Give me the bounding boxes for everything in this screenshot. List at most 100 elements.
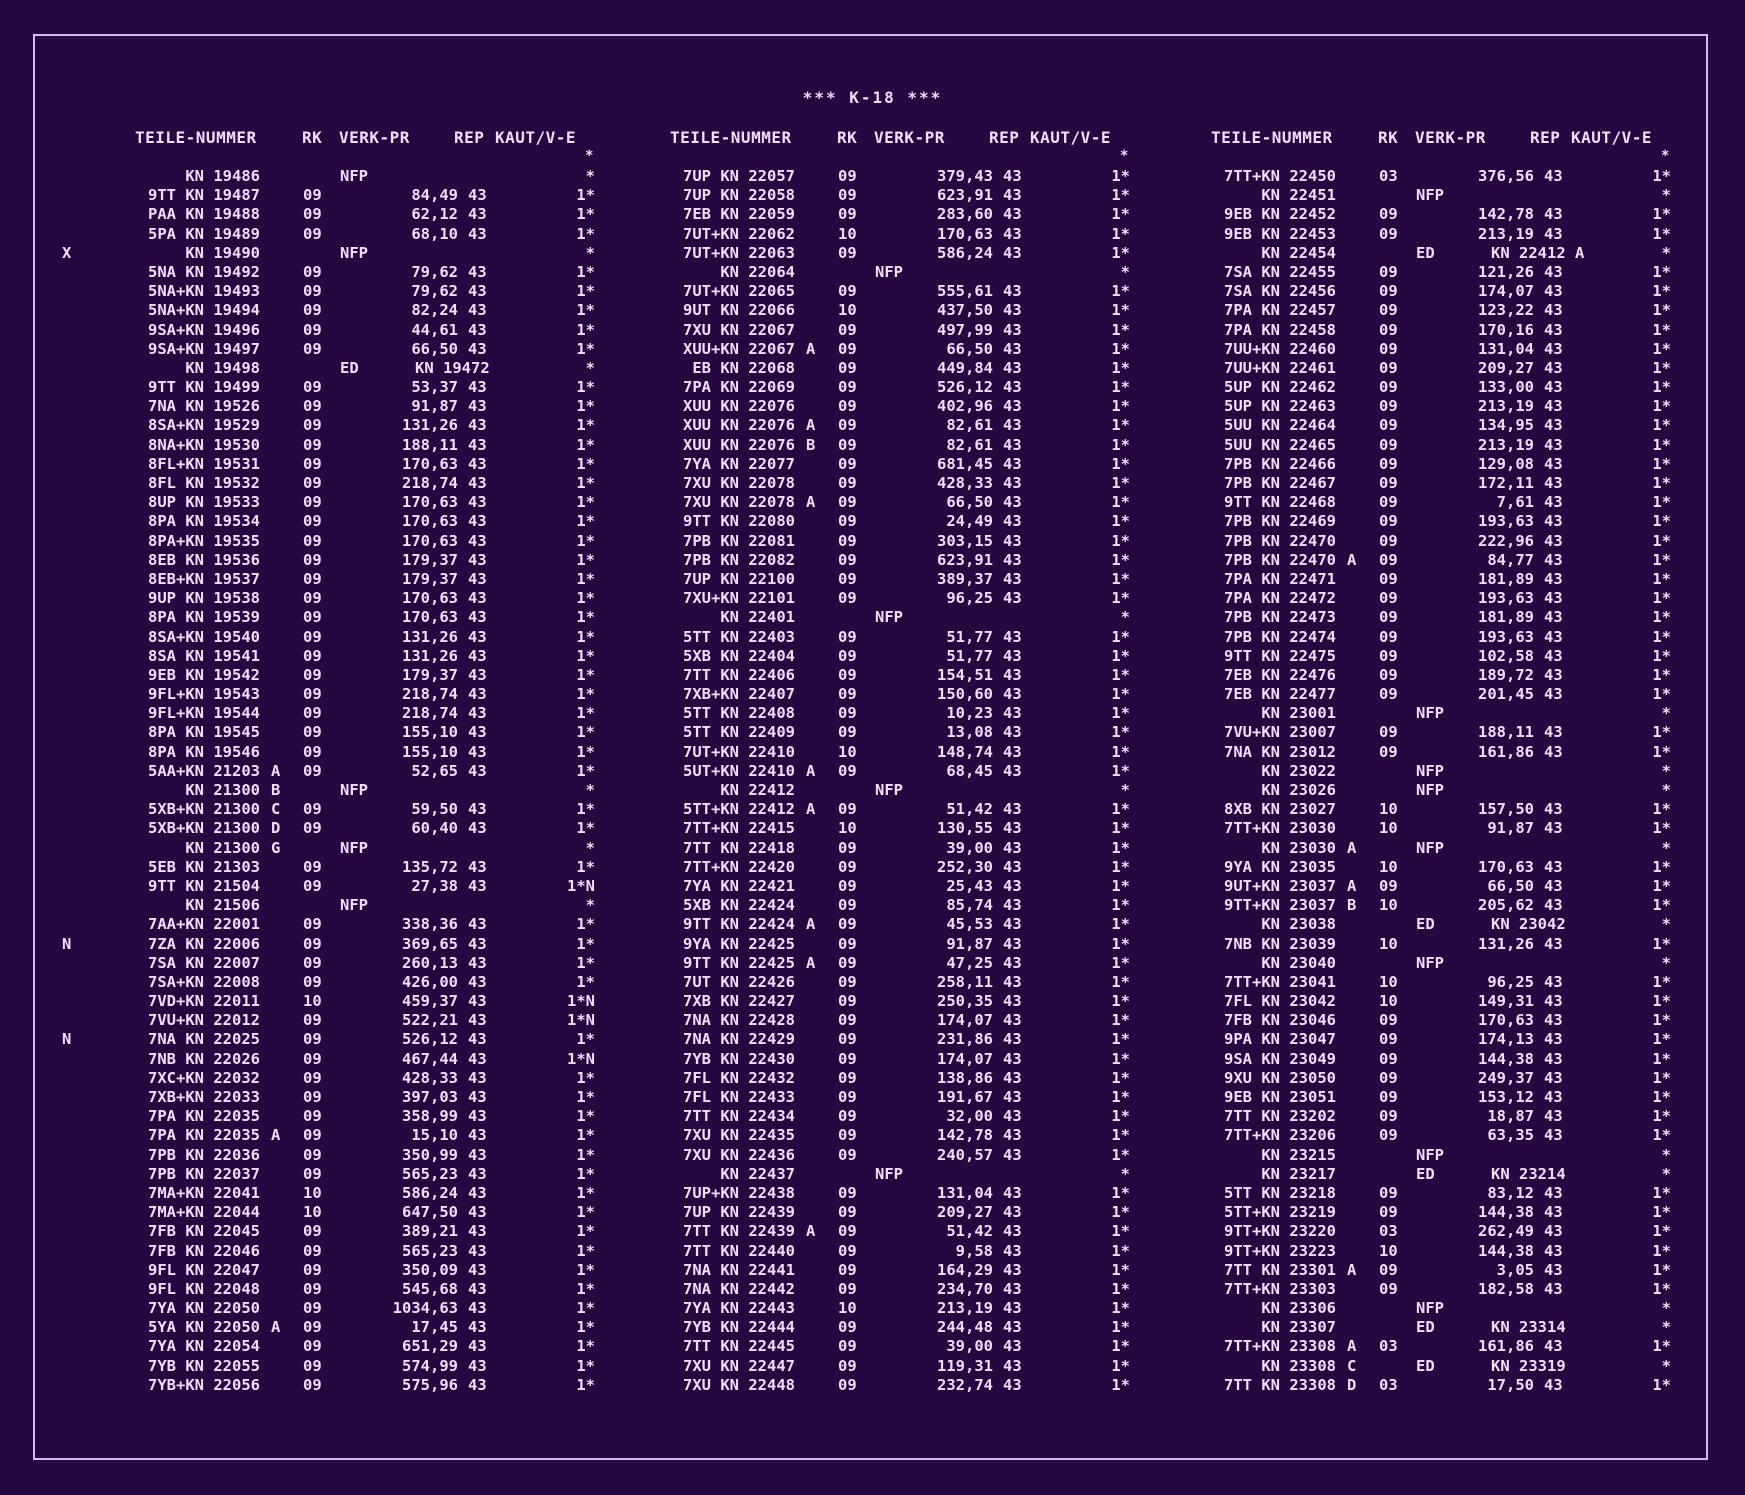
parts-column-1: KN 19486 NFP * 9TT KN 19487 09 84,49 43 1* PAA K… — [40, 167, 640, 1395]
rep-code: 43 — [1003, 224, 1022, 243]
kaut-ve: 1* — [576, 205, 595, 224]
table-row: KN 23307 ED KN 23314 * — [1116, 1318, 1716, 1337]
rk-code: 09 — [1379, 1088, 1398, 1106]
kaut-ve: * — [585, 896, 595, 915]
price-value: 209,27 — [937, 1203, 993, 1222]
price-value: NFP — [1416, 1299, 1444, 1318]
table-row: 9TT KN 22080 09 24,49 43 1* — [575, 512, 1175, 531]
kaut-ve: 1* — [576, 1279, 595, 1298]
part-number: 9TT KN 19499 — [148, 378, 260, 397]
part-number: 7XB+KN 22407 — [683, 685, 795, 704]
rep-code: 43 — [468, 378, 487, 397]
part-number: 9FL+KN 19543 — [148, 685, 260, 704]
rk-code: 09 — [303, 1145, 322, 1164]
part-number: 7TT+KN 22415 — [683, 819, 795, 838]
part-number: 7UT+KN 22063 — [683, 243, 795, 262]
header-verk-pr: VERK-PR — [339, 128, 410, 147]
kaut-ve: 1* — [1652, 358, 1671, 377]
table-row: 7EB KN 22477 09 201,45 43 1* — [1116, 685, 1716, 704]
replacement-ref: KN 22412 A — [1491, 243, 1585, 262]
part-number: 5XB+KN 21300 — [148, 819, 260, 838]
table-row: KN 22412 NFP * — [575, 781, 1175, 800]
price-value: NFP — [1416, 1145, 1444, 1164]
kaut-ve: 1* — [1652, 531, 1671, 550]
table-row: 5TT KN 22403 09 51,77 43 1* — [575, 628, 1175, 647]
rk-code: 09 — [838, 531, 857, 550]
part-number: KN 23001 — [1261, 704, 1336, 723]
rep-code: 43 — [1003, 550, 1022, 569]
table-row: XUU+KN 22067 A 09 66,50 43 1* — [575, 340, 1175, 359]
rep-code: 43 — [1544, 416, 1563, 435]
price-value: 59,50 — [411, 800, 458, 819]
table-row: 5XB+KN 21300 C 09 59,50 43 1* — [40, 800, 640, 819]
part-number: 9TT KN 22424 — [683, 915, 795, 934]
position-letter: A — [271, 1126, 281, 1145]
kaut-ve: * — [585, 781, 595, 799]
table-row: 7XU KN 22078 09 428,33 43 1* — [575, 474, 1175, 493]
rep-code: 43 — [1544, 627, 1563, 646]
kaut-ve: 1* — [1111, 320, 1130, 339]
rk-code: 10 — [303, 1183, 322, 1202]
rk-code: 09 — [838, 1068, 857, 1087]
rep-code: 43 — [468, 550, 487, 569]
kaut-ve: * — [1120, 608, 1130, 627]
price-value: 131,26 — [402, 416, 458, 435]
rk-code: 09 — [303, 589, 322, 608]
price-value: 17,50 — [1487, 1375, 1534, 1394]
kaut-ve: 1* — [1652, 569, 1671, 588]
kaut-ve: 1* — [1111, 665, 1130, 684]
price-value: 437,50 — [937, 301, 993, 320]
rep-code: 43 — [1003, 915, 1022, 934]
price-value: 131,26 — [1478, 934, 1534, 953]
rk-code: 09 — [1379, 320, 1398, 339]
kaut-ve: 1* — [1111, 915, 1130, 934]
price-value: 234,70 — [937, 1279, 993, 1298]
rep-code: 43 — [1003, 1011, 1022, 1030]
part-number: KN 23030 — [1261, 838, 1336, 857]
part-number: 7NA KN 23012 — [1224, 742, 1336, 761]
price-value: 182,58 — [1478, 1279, 1534, 1298]
table-row: 7NA KN 23012 09 161,86 43 1* — [1116, 743, 1716, 762]
table-row: N 7ZA KN 22006 09 369,65 43 1* — [40, 935, 640, 954]
price-value: 123,22 — [1478, 301, 1534, 320]
part-number: 7PA KN 22458 — [1224, 320, 1336, 339]
rk-code: 10 — [1379, 819, 1398, 838]
rk-code: 09 — [1379, 454, 1398, 473]
table-row: 9YA KN 23035 10 170,63 43 1* — [1116, 858, 1716, 877]
rep-code: 43 — [1003, 1279, 1022, 1298]
rep-code: 43 — [1003, 646, 1022, 665]
table-row: 8SA KN 19541 09 131,26 43 1* — [40, 647, 640, 666]
position-letter: A — [806, 1222, 816, 1241]
price-value: 170,63 — [1478, 857, 1534, 876]
rep-code: 43 — [1544, 608, 1563, 627]
rep-code: 43 — [1544, 531, 1563, 550]
table-row: 7UT+KN 22410 10 148,74 43 1* — [575, 743, 1175, 762]
part-number: 7PA KN 22035 — [148, 1107, 260, 1126]
kaut-ve: * — [1661, 186, 1671, 205]
price-value: 27,38 — [411, 876, 458, 895]
table-row: 7NA KN 19526 09 91,87 43 1* — [40, 397, 640, 416]
rk-code: 09 — [303, 474, 322, 492]
kaut-ve: * — [1120, 262, 1130, 281]
price-value: 161,86 — [1478, 742, 1534, 761]
rk-code: 09 — [838, 665, 857, 684]
part-number: KN 22451 — [1261, 186, 1336, 205]
rk-code: 09 — [303, 953, 322, 972]
rk-code: 09 — [838, 416, 857, 435]
rep-code: 43 — [1003, 876, 1022, 895]
table-row: 9EB KN 22453 09 213,19 43 1* — [1116, 225, 1716, 244]
price-value: 232,74 — [937, 1375, 993, 1394]
part-number: 7YB KN 22444 — [683, 1318, 795, 1337]
table-row: 7TT+KN 23308 A 03 161,86 43 1* — [1116, 1337, 1716, 1356]
position-letter: A — [806, 339, 816, 358]
table-row: 5XB+KN 21300 D 09 60,40 43 1* — [40, 819, 640, 838]
part-number: KN 22401 — [720, 608, 795, 627]
table-row: 7TT+KN 22420 09 252,30 43 1* — [575, 858, 1175, 877]
price-value: 66,50 — [1487, 876, 1534, 895]
rk-code: 09 — [838, 397, 857, 416]
rep-code: 43 — [1544, 301, 1563, 320]
price-value: 170,63 — [1478, 1011, 1534, 1030]
table-row: 7MA+KN 22044 10 647,50 43 1* — [40, 1203, 640, 1222]
rep-code: 43 — [468, 282, 487, 301]
table-row: 7VD+KN 22011 10 459,37 43 1*N — [40, 992, 640, 1011]
